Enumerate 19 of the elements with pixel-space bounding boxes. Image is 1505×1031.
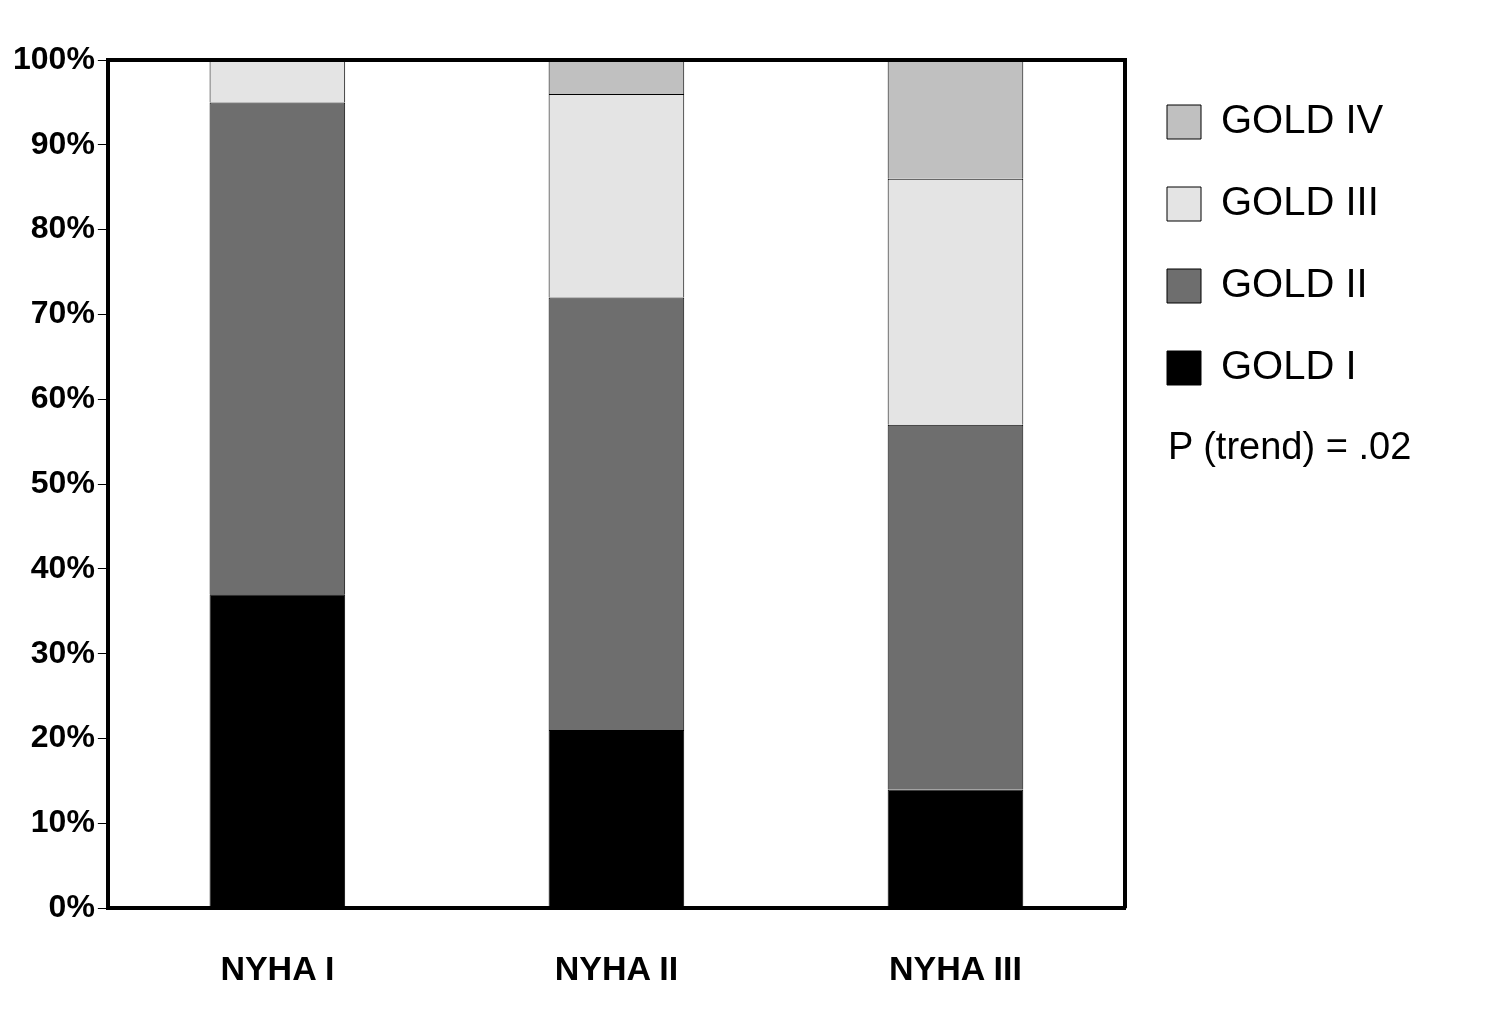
legend-label: GOLD III bbox=[1221, 179, 1379, 224]
text: P (trend) = .02 bbox=[1168, 425, 1412, 468]
legend-label: GOLD I bbox=[1221, 343, 1357, 388]
y-tick-label: 10% bbox=[30, 803, 95, 840]
y-tick-label: 60% bbox=[30, 379, 95, 416]
y-tick-label: 100% bbox=[13, 39, 95, 76]
y-tick-label: 0% bbox=[48, 888, 95, 925]
x-tick-label: NYHA II bbox=[554, 948, 679, 987]
y-tick-label: 30% bbox=[30, 633, 95, 670]
legend-label: GOLD IV bbox=[1221, 97, 1384, 142]
y-tick-label: 50% bbox=[30, 463, 95, 500]
x-tick-label: NYHA III bbox=[889, 948, 1022, 987]
y-tick-label: 90% bbox=[30, 124, 95, 161]
legend-label: GOLD II bbox=[1221, 261, 1368, 306]
y-tick-label: 40% bbox=[30, 548, 95, 585]
y-tick-label: 70% bbox=[30, 294, 95, 331]
y-tick-label: 20% bbox=[30, 718, 95, 755]
y-tick-label: 80% bbox=[30, 209, 95, 246]
x-tick-label: NYHA I bbox=[220, 948, 335, 987]
